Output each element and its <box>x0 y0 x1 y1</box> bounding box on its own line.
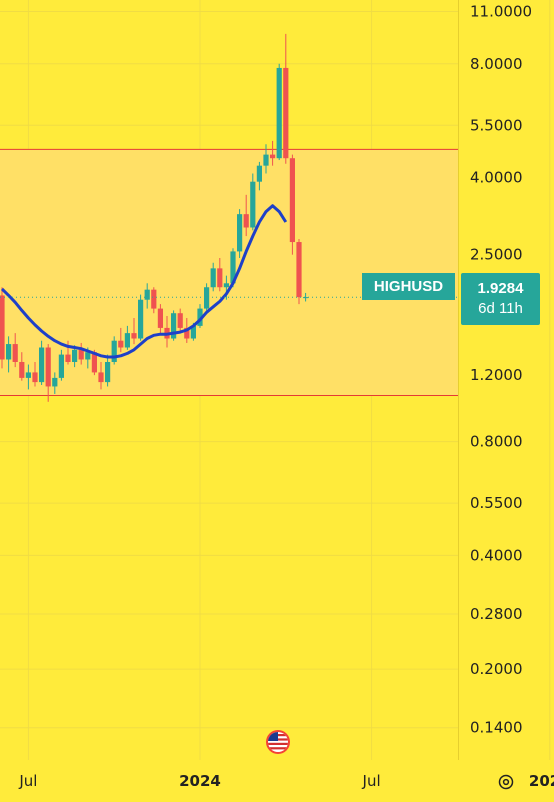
candle-body <box>243 214 249 228</box>
candle-body <box>85 352 91 360</box>
candle-body <box>230 251 236 284</box>
candle-body <box>78 349 84 360</box>
candle-body <box>25 372 31 378</box>
time-tick-label: 2024 <box>179 772 221 790</box>
last-price-value: 1.9284 <box>477 280 524 297</box>
candle-body <box>270 154 276 159</box>
price-tick-label: 11.0000 <box>470 3 532 21</box>
candle-body <box>105 361 111 383</box>
candle-body <box>171 313 177 339</box>
candle-body <box>184 327 190 339</box>
candle-body <box>6 344 12 360</box>
candle-body <box>58 354 64 378</box>
candle-body <box>0 295 5 360</box>
candle-body <box>118 340 124 348</box>
candle-body <box>111 340 117 362</box>
candle-body <box>12 344 18 362</box>
price-tick-label: 1.2000 <box>470 366 523 384</box>
candle-body <box>190 325 196 339</box>
candle-body <box>138 299 144 339</box>
moving-average-line <box>0 204 288 359</box>
candle-body <box>98 372 104 383</box>
candle-body <box>296 242 302 298</box>
candle-body <box>263 154 269 166</box>
candle-body <box>39 347 45 383</box>
candle-body <box>45 347 51 387</box>
price-tick-label: 2.5000 <box>470 246 523 264</box>
candle-body <box>237 214 243 252</box>
price-axis[interactable]: 11.0000 8.0000 5.5000 4.0000 2.5000 1.2000 0.8… <box>470 3 532 737</box>
candle-body <box>151 289 157 309</box>
time-tick-label: Jul <box>18 772 37 790</box>
last-price-tag[interactable]: 1.9284 6d 11h <box>461 273 540 325</box>
candle-body <box>204 287 210 309</box>
candle-body <box>250 181 256 228</box>
candle-body <box>276 67 282 159</box>
candle-body <box>91 352 97 373</box>
candle-body <box>289 158 295 243</box>
candle-body <box>223 283 229 288</box>
price-tick-label: 8.0000 <box>470 55 523 73</box>
candle-body <box>72 349 78 362</box>
price-tick-label: 5.5000 <box>470 116 523 134</box>
candle-body <box>131 333 137 339</box>
price-tick-label: 4.0000 <box>470 169 523 187</box>
price-tick-label: 0.8000 <box>470 433 523 451</box>
candles <box>0 33 309 402</box>
bar-countdown: 6d 11h <box>478 300 523 317</box>
candle-body <box>124 333 130 348</box>
price-tick-label: 0.5500 <box>470 494 523 512</box>
candle-body <box>256 165 262 182</box>
candle-body <box>19 361 25 378</box>
candle-body <box>197 308 203 326</box>
candle-body <box>303 297 309 299</box>
candle-body <box>32 372 38 383</box>
gear-icon[interactable] <box>496 772 516 792</box>
candle-body <box>217 268 223 288</box>
candle-body <box>210 268 216 288</box>
candle-body <box>65 354 71 362</box>
candle-body <box>157 308 163 328</box>
candle-body <box>144 289 150 300</box>
price-tick-label: 0.2000 <box>470 660 523 678</box>
symbol-tag[interactable]: HIGHUSD <box>362 273 455 300</box>
time-tick-label: 2025 <box>529 772 554 790</box>
price-tick-label: 0.1400 <box>470 719 523 737</box>
candle-body <box>177 313 183 328</box>
time-tick-label: Jul <box>362 772 381 790</box>
candle-body <box>52 377 58 387</box>
us-flag-icon[interactable] <box>266 730 290 754</box>
price-tick-label: 0.4000 <box>470 546 523 564</box>
candle-body <box>283 67 289 159</box>
time-axis[interactable]: Jul 2024 Jul 2025 <box>18 772 554 790</box>
price-tick-label: 0.2800 <box>470 605 523 623</box>
